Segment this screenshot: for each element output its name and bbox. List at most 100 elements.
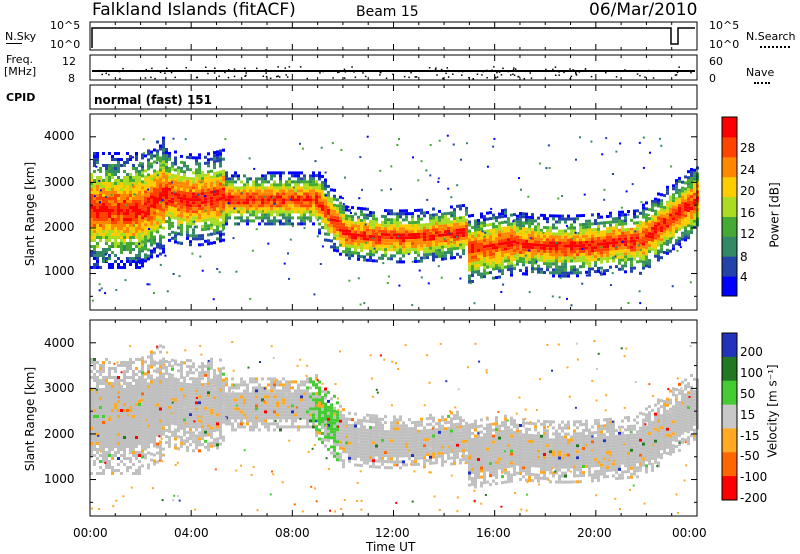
power-scatter-cell — [444, 230, 447, 234]
power-scatter-cell — [585, 261, 588, 265]
velocity-scatter-cell — [168, 414, 171, 418]
power-scatter-cell — [198, 234, 201, 238]
power-speckle — [638, 290, 641, 293]
power-scatter-cell — [123, 215, 126, 218]
power-scatter-cell — [297, 198, 300, 202]
power-scatter-cell — [96, 245, 99, 248]
power-scatter-cell — [315, 180, 318, 184]
power-scatter-cell — [117, 188, 120, 191]
power-scatter-cell — [618, 246, 621, 250]
power-scatter-cell — [396, 227, 399, 231]
power-scatter-cell — [528, 230, 531, 234]
power-scatter-cell — [420, 259, 423, 263]
power-scatter-cell — [261, 177, 264, 181]
velocity-scatter-cell — [102, 439, 105, 442]
nave-tick-0: 0 — [709, 72, 716, 85]
power-scatter-cell — [261, 186, 264, 190]
velocity-scatter-cell — [177, 435, 180, 439]
velocity-scatter-cell — [159, 395, 162, 399]
power-scatter-cell — [465, 236, 468, 240]
power-scatter-cell — [339, 225, 342, 229]
power-speckle — [213, 190, 216, 193]
power-scatter-cell — [378, 247, 381, 251]
power-scatter-cell — [399, 215, 402, 219]
power-scatter-cell — [303, 183, 306, 187]
velocity-scatter-cell — [135, 415, 138, 418]
power-scatter-cell — [456, 228, 459, 232]
power-scatter-cell — [252, 213, 255, 217]
power-scatter-cell — [483, 215, 486, 219]
power-scatter-cell — [192, 171, 195, 175]
power-scatter-cell — [339, 234, 342, 238]
power-speckle — [222, 183, 225, 186]
power-scatter-cell — [603, 248, 606, 252]
power-scatter-cell — [147, 176, 150, 180]
velocity-scatter-cell — [99, 370, 102, 373]
velocity-scatter-cell — [114, 418, 117, 421]
velocity-scatter-cell — [180, 366, 183, 370]
power-scatter-cell — [381, 214, 384, 218]
power-speckle — [316, 235, 319, 238]
power-scatter-cell — [105, 251, 108, 254]
nsearch-tick-high: 10^5 — [709, 19, 740, 32]
power-scatter-cell — [150, 192, 153, 196]
power-scatter-cell — [573, 250, 576, 254]
velocity-scatter-cell — [177, 408, 180, 412]
velocity-scatter-cell — [117, 409, 120, 412]
power-scatter-cell — [381, 241, 384, 245]
power-scatter-cell — [93, 221, 96, 224]
power-scatter-cell — [186, 206, 189, 210]
power-speckle — [631, 183, 634, 186]
power-scatter-cell — [393, 242, 396, 246]
power-scatter-cell — [135, 215, 138, 218]
power-scatter-cell — [288, 204, 291, 208]
velocity-scatter-cell — [99, 430, 102, 433]
power-scatter-cell — [570, 229, 573, 233]
power-scatter-cell — [429, 213, 432, 217]
power-scatter-cell — [102, 233, 105, 236]
velocity-scatter-cell — [105, 379, 108, 382]
power-scatter-cell — [324, 187, 327, 191]
power-scatter-cell — [552, 217, 555, 221]
power-speckle — [251, 249, 254, 252]
power-scatter-cell — [528, 245, 531, 249]
xtick-1200: 12:00 — [375, 526, 410, 540]
power-scatter-cell — [474, 258, 477, 262]
power-scatter-cell — [201, 237, 204, 241]
power-scatter-cell — [219, 164, 222, 168]
velocity-scatter-cell — [126, 421, 129, 424]
power-scatter-cell — [228, 177, 231, 181]
power-scatter-cell — [498, 275, 501, 279]
power-scatter-cell — [150, 240, 153, 244]
power-scatter-cell — [147, 248, 150, 252]
power-scatter-cell — [579, 241, 582, 245]
velocity-scatter-cell — [111, 367, 114, 370]
power-scatter-cell — [426, 241, 429, 245]
power-scatter-cell — [522, 257, 525, 261]
power-scatter-cell — [249, 213, 252, 217]
power-scatter-cell — [96, 197, 99, 200]
power-scatter-cell — [186, 227, 189, 231]
power-scatter-cell — [621, 234, 624, 238]
power-scatter-cell — [354, 239, 357, 243]
power-scatter-cell — [132, 209, 135, 212]
power-speckle — [558, 296, 561, 299]
power-scatter-cell — [144, 253, 147, 257]
power-scatter-cell — [516, 235, 519, 239]
velocity-scatter-cell — [168, 393, 171, 397]
power-scatter-cell — [225, 177, 228, 181]
power-scatter-cell — [423, 223, 426, 227]
power-scatter-cell — [96, 263, 99, 266]
power-scatter-cell — [99, 185, 102, 188]
power-speckle — [93, 195, 96, 198]
power-scatter-cell — [483, 260, 486, 264]
velocity-scatter-cell — [132, 412, 135, 415]
velocity-scatter-cell — [168, 363, 171, 367]
power-scatter-cell — [387, 236, 390, 240]
power-scatter-cell — [135, 245, 138, 248]
power-scatter-cell — [186, 218, 189, 222]
power-scatter-cell — [174, 207, 177, 211]
velocity-scatter-cell — [159, 377, 162, 381]
power-scatter-cell — [279, 186, 282, 190]
power-scatter-cell — [531, 234, 534, 238]
